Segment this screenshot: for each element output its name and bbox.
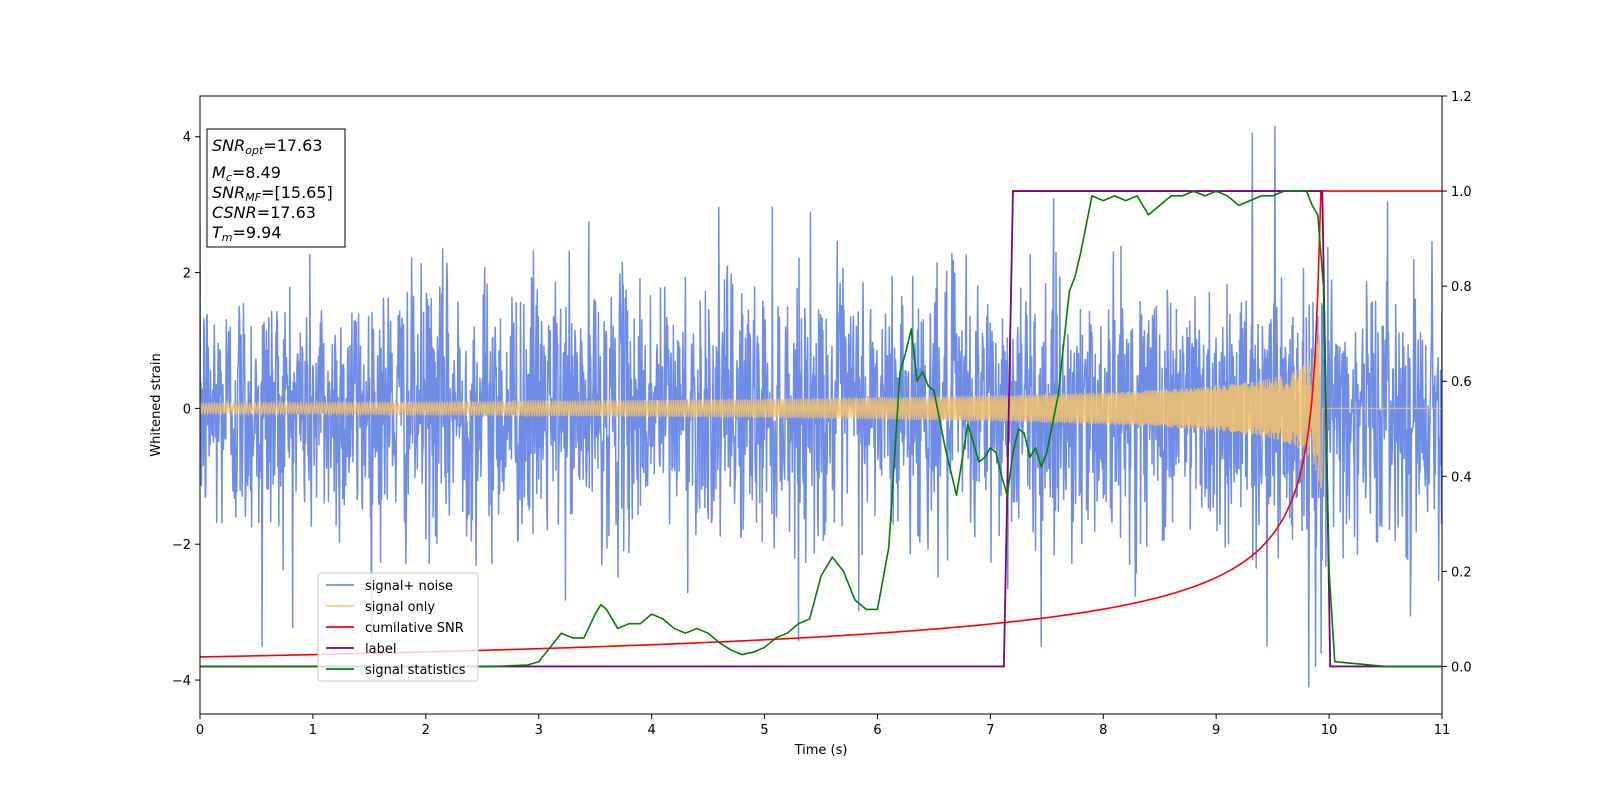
legend-label: label [365, 642, 396, 657]
x-tick-label: 0 [196, 723, 204, 738]
info-csnr-value: =17.63 [257, 203, 316, 222]
plot-frame [199, 95, 1443, 715]
info-mc: Mc=8.49 [212, 163, 281, 184]
info-tm-symbol: T [212, 223, 223, 242]
info-snr-opt-symbol: SNR [212, 136, 245, 155]
x-tick-label: 10 [1321, 723, 1338, 738]
info-snr-mf-value: =[15.65] [261, 183, 333, 202]
info-snr-mf-symbol: SNR [212, 183, 245, 202]
info-snr-opt-subscript: opt [245, 144, 264, 157]
info-mc-symbol: M [212, 163, 226, 182]
x-axis-label: Time (s) [794, 743, 848, 758]
info-csnr-symbol: CSNR [212, 203, 257, 222]
x-tick-label: 5 [760, 723, 768, 738]
info-csnr: CSNR=17.63 [212, 203, 316, 222]
series-signal-noise [200, 125, 1442, 688]
series-signal-only [200, 335, 1442, 488]
x-tick-label: 8 [1099, 723, 1107, 738]
info-tm-subscript: m [222, 231, 233, 244]
x-tick-label: 1 [309, 723, 317, 738]
y-left-tick-label: 4 [183, 131, 191, 146]
info-box-frame [206, 128, 346, 248]
y-left-tick-label: 2 [183, 267, 191, 282]
plot-area [200, 125, 1442, 688]
legend-label: signal+ noise [365, 579, 453, 594]
info-mc-subscript: c [226, 171, 232, 184]
info-mc-value: =8.49 [232, 163, 281, 182]
y-right-tick-label: 0.6 [1451, 375, 1472, 390]
y-left-tick-label: −4 [172, 674, 191, 689]
axes-ticks: 0 1 2 3 4 5 6 7 8 9 10 11 −4 −2 0 2 4 0.0 0.2 0.4 0.6 0.8 1.0 1… [172, 90, 1472, 738]
y-left-tick-label: −2 [172, 538, 191, 553]
legend-label: cumilative SNR [365, 621, 464, 636]
x-tick-label: 2 [422, 723, 430, 738]
info-snr-mf-subscript: MF [245, 191, 261, 204]
info-tm-value: =9.94 [233, 223, 282, 242]
legend-frame [317, 572, 479, 682]
y-right-tick-label: 0.8 [1451, 280, 1472, 295]
y-axis-label: Whitened strain [149, 353, 164, 456]
series-signal-statistics [200, 190, 1442, 668]
y-right-tick-label: 1.0 [1451, 185, 1472, 200]
y-right-tick-label: 0.4 [1451, 470, 1472, 485]
x-tick-label: 6 [873, 723, 881, 738]
y-right-tick-label: 0.0 [1451, 660, 1472, 675]
x-tick-label: 7 [986, 723, 994, 738]
legend: signal+ noise signal only cumilative SNR la… [317, 572, 479, 682]
y-right-tick-label: 1.2 [1451, 90, 1472, 105]
info-tm: Tm=9.94 [212, 223, 282, 244]
info-snr-opt: SNRopt=17.63 [212, 136, 323, 157]
legend-label: signal statistics [365, 663, 466, 678]
y-right-tick-label: 0.2 [1451, 565, 1472, 580]
x-tick-label: 9 [1212, 723, 1220, 738]
info-box: SNRopt=17.63 Mc=8.49 SNRMF=[15.65] CSNR=… [206, 128, 346, 248]
info-snr-mf: SNRMF=[15.65] [212, 183, 333, 204]
y-left-tick-label: 0 [183, 402, 191, 417]
legend-label: signal only [365, 600, 435, 615]
x-tick-label: 4 [647, 723, 655, 738]
series-label [200, 190, 1442, 668]
x-tick-label: 3 [535, 723, 543, 738]
x-tick-label: 11 [1434, 723, 1451, 738]
info-snr-opt-value: =17.63 [263, 136, 322, 155]
